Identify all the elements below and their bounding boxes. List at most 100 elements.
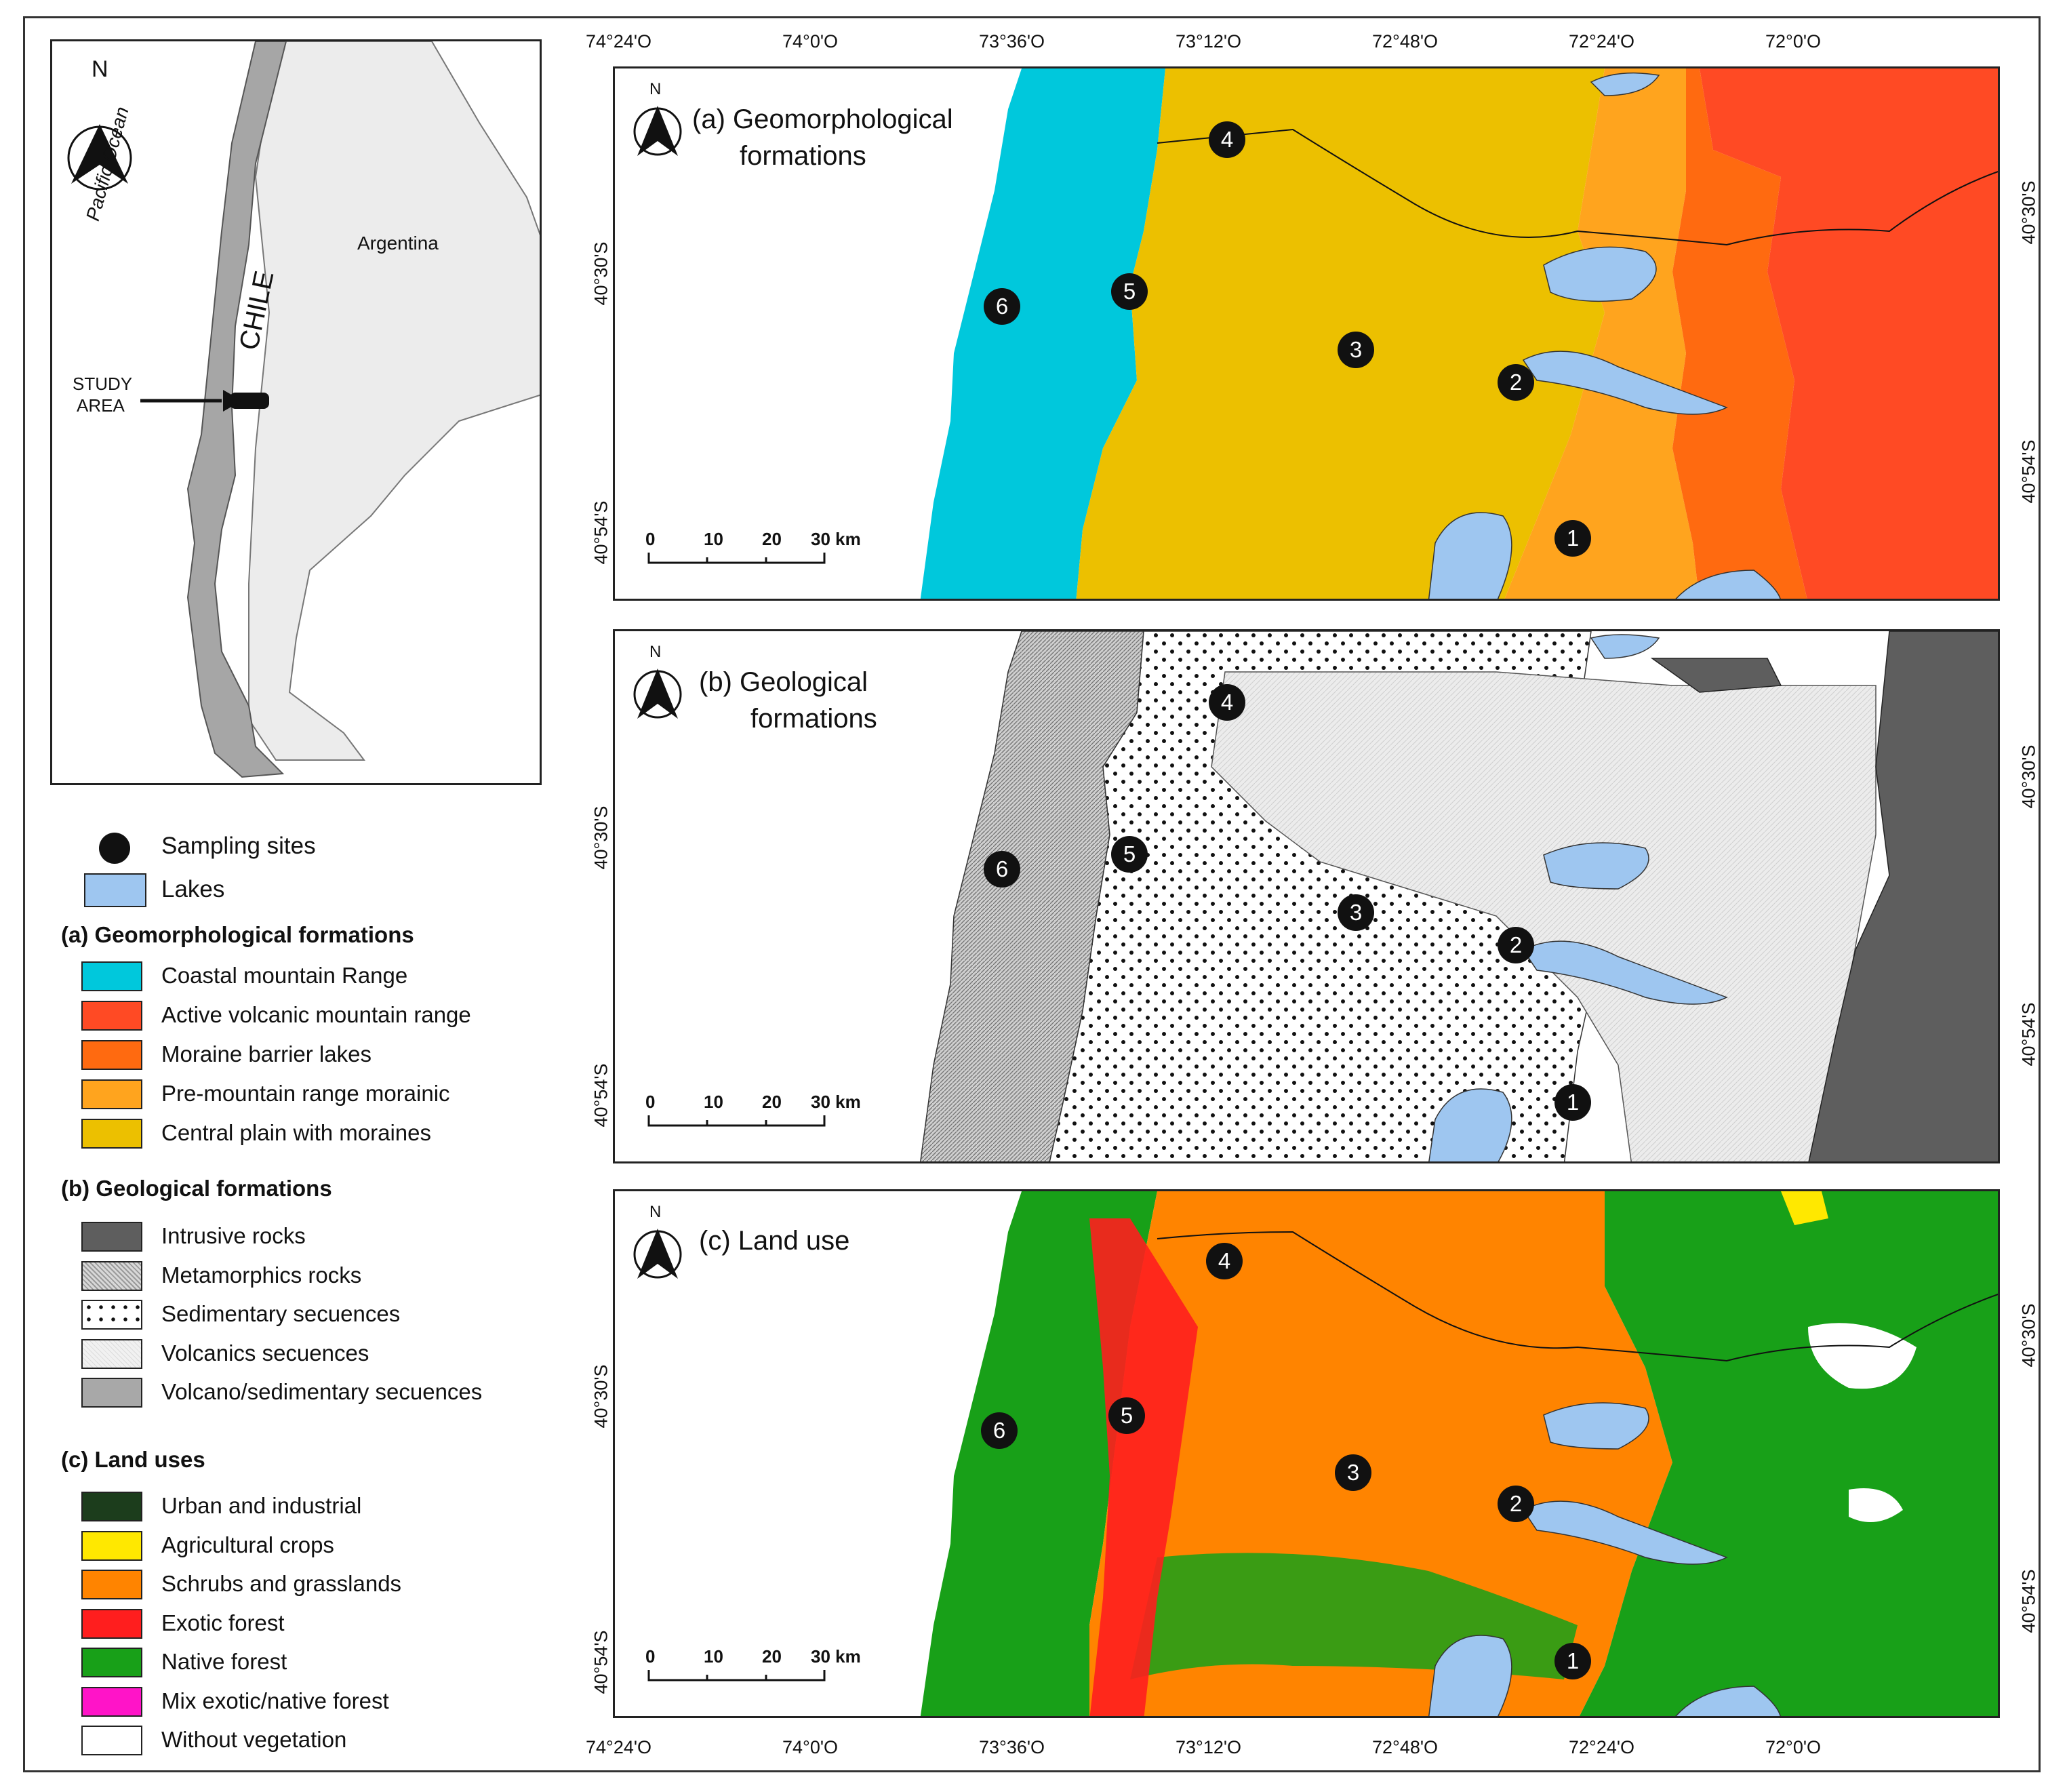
- landuse-map-drawing: [615, 1191, 1998, 1716]
- inset-map-drawing: [67, 41, 540, 778]
- panel-a-title-line1: (a) Geomorphological: [692, 104, 953, 134]
- panel-a-title-line2: formations: [740, 141, 866, 171]
- legend-swatch: [81, 1079, 142, 1109]
- scale-end-label: 30 km: [811, 1092, 861, 1112]
- legend-swatch: [81, 1040, 142, 1070]
- sampling-site-6: 6: [981, 1412, 1018, 1449]
- study-area-arrowhead: [223, 390, 242, 412]
- sampling-site-4: 4: [1209, 684, 1245, 721]
- legend-label: Intrusive rocks: [161, 1223, 306, 1248]
- top-longitude-label: 73°36'O: [979, 31, 1045, 52]
- legend-label: Pre-mountain range morainic: [161, 1081, 450, 1106]
- legend-heading-landuse: (c) Land uses: [61, 1447, 205, 1472]
- legend-swatch: [81, 1119, 142, 1149]
- legend-label: Native forest: [161, 1649, 287, 1674]
- scale-tick-label: 10: [704, 529, 723, 549]
- geology-intrusive-north: [1650, 658, 1782, 693]
- scale-tick-label: 10: [704, 1646, 723, 1667]
- lake-southeast: [1675, 570, 1781, 599]
- sampling-site-3: 3: [1338, 894, 1374, 931]
- north-arrow-icon: [633, 1229, 682, 1279]
- legend-label: Volcano/sedimentary secuences: [161, 1379, 483, 1404]
- legend-label: Schrubs and grasslands: [161, 1571, 402, 1596]
- lake-north: [1590, 634, 1660, 659]
- legend-heading-geomorph: (a) Geomorphological formations: [61, 922, 414, 947]
- legend-swatch: [81, 1686, 142, 1717]
- north-arrow-icon: [633, 669, 682, 719]
- bottom-longitude-label: 72°48'O: [1372, 1737, 1439, 1757]
- landuse-without-vegetation: [1808, 1323, 1917, 1389]
- scale-tick-label: 0: [645, 529, 656, 549]
- legend-swatch: [81, 1570, 142, 1599]
- legend-label: Volcanics secuences: [161, 1340, 369, 1366]
- lake-south: [1428, 1635, 1512, 1716]
- top-longitude-label: 72°24'O: [1569, 31, 1635, 52]
- sampling-site-1: 1: [1554, 520, 1591, 557]
- left-latitude-label: 40°54'S: [590, 1063, 611, 1128]
- scale-tick-label: 0: [645, 1646, 656, 1667]
- legend-swatch: [81, 1726, 142, 1755]
- sampling-site-6: 6: [984, 288, 1020, 325]
- panel-land-use: (c) Land use: [613, 1189, 2000, 1718]
- landuse-without-vegetation-2: [1849, 1488, 1903, 1522]
- figure-frame: [23, 16, 2041, 1772]
- panel-geological: (b) Geological formations: [613, 629, 2000, 1163]
- legend-label: Coastal mountain Range: [161, 963, 408, 988]
- legend-swatch: [81, 1001, 142, 1031]
- sampling-site-5: 5: [1111, 273, 1148, 310]
- lake-southeast: [1675, 1686, 1781, 1716]
- sampling-site-4: 4: [1209, 121, 1245, 158]
- sampling-site-3: 3: [1338, 332, 1374, 368]
- legend-label: Metamorphics rocks: [161, 1262, 362, 1288]
- legend-lakes: Lakes: [161, 876, 225, 902]
- legend-label: Agricultural crops: [161, 1532, 334, 1557]
- north-label: N: [649, 643, 662, 661]
- study-area-marker: [230, 393, 269, 409]
- regional-boundary-line: [1157, 128, 1998, 246]
- left-latitude-label: 40°54'S: [590, 1630, 611, 1694]
- scale-tick-label: 20: [762, 529, 782, 549]
- legend-label: Without vegetation: [161, 1727, 347, 1752]
- top-longitude-label: 72°48'O: [1372, 31, 1439, 52]
- legend-sampling-sites: Sampling sites: [161, 833, 316, 859]
- scale-tick-label: 10: [704, 1092, 723, 1112]
- top-longitude-label: 74°0'O: [782, 31, 839, 52]
- argentina-label: Argentina: [357, 233, 439, 254]
- bottom-longitude-label: 74°0'O: [782, 1737, 839, 1757]
- bottom-longitude-label: 72°0'O: [1765, 1737, 1822, 1757]
- lake-south: [1428, 512, 1512, 599]
- lake-llanquihue-like: [1522, 351, 1728, 415]
- lake-south: [1428, 1088, 1512, 1161]
- bottom-longitude-label: 74°24'O: [586, 1737, 652, 1757]
- panel-b-title: (b) Geological formations: [699, 664, 877, 737]
- lakes-swatch: [84, 873, 146, 907]
- bottom-longitude-label: 73°36'O: [979, 1737, 1045, 1757]
- inset-north-label: N: [92, 56, 108, 82]
- lake-west: [1543, 246, 1657, 302]
- scale-bar: [647, 1115, 826, 1127]
- top-longitude-label: 72°0'O: [1765, 31, 1822, 52]
- legend-swatch: [81, 1378, 142, 1408]
- legend-label: Sedimentary secuences: [161, 1301, 401, 1326]
- scale-end-label: 30 km: [811, 1646, 861, 1667]
- left-latitude-label: 40°30'S: [590, 1364, 611, 1429]
- sampling-site-2: 2: [1498, 927, 1534, 963]
- legend-swatch: [81, 1648, 142, 1677]
- right-latitude-label: 40°54'S: [2018, 1569, 2039, 1633]
- landuse-exotic-band: [1089, 1218, 1198, 1716]
- scale-tick-label: 20: [762, 1646, 782, 1667]
- sampling-site-symbol: [99, 833, 130, 864]
- legend-label: Exotic forest: [161, 1610, 285, 1635]
- scale-bar: [647, 553, 826, 564]
- legend-swatch: [81, 1300, 142, 1330]
- geomorph-central-plain: [1076, 68, 1605, 599]
- lake-west: [1543, 1402, 1649, 1450]
- scale-bar: [647, 1670, 826, 1681]
- lake-northeast: [1590, 72, 1660, 96]
- chile-landmass: [186, 41, 287, 778]
- sampling-site-4: 4: [1206, 1243, 1243, 1279]
- geomorph-moraine-lakes: [1672, 68, 1807, 599]
- geomorph-coastal-range: [920, 68, 1165, 599]
- landuse-native-east: [1580, 1191, 1998, 1716]
- geomorph-map-drawing: [615, 68, 1998, 599]
